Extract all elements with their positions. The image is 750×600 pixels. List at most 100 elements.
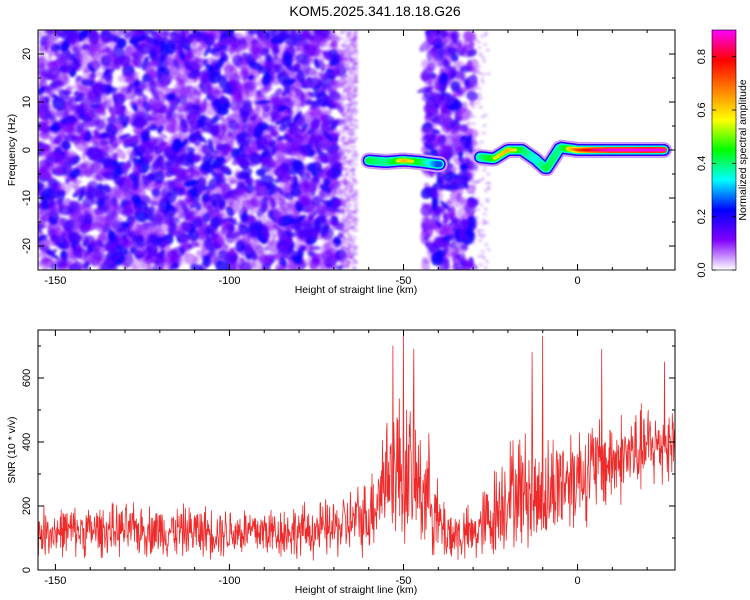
spectrogram-noise-speck: [471, 105, 476, 109]
spectrogram-noise-blob: [77, 106, 86, 115]
spectrogram-noise-blob: [183, 179, 199, 188]
spectrogram-noise-blob: [238, 189, 249, 203]
spectrogram-noise-blob: [83, 166, 92, 179]
spectrogram-noise-speck: [339, 71, 344, 75]
spectrogram-noise-blob: [72, 260, 78, 268]
spectrogram-noise-blob: [123, 111, 136, 125]
spectrogram-noise-blob: [153, 48, 164, 60]
spectrogram-noise-blob: [198, 73, 209, 89]
spectrogram-noise-speck: [480, 229, 485, 232]
spectrogram-noise-speck: [479, 140, 484, 144]
spectrogram-noise-blob: [118, 57, 125, 66]
spectrogram-noise-speck: [341, 131, 346, 135]
spectrogram-noise-blob: [224, 166, 230, 173]
spectrogram-noise-blob: [313, 33, 323, 43]
spectrogram-noise-speck: [351, 167, 356, 170]
spectrogram-noise-blob: [323, 30, 336, 43]
spectrogram-noise-speck: [484, 243, 489, 246]
spectrogram-noise-blob: [306, 214, 313, 221]
spectrogram-noise-blob: [118, 236, 129, 246]
spectrogram-noise-blob: [174, 115, 183, 132]
spectrogram-noise-blob: [173, 55, 181, 64]
spectrogram-noise-blob: [238, 120, 244, 129]
spectrogram-noise-speck: [346, 63, 350, 67]
spectrogram-noise-blob: [109, 262, 118, 270]
spectrogram-noise-blob: [93, 131, 102, 140]
spectrogram-noise-blob: [236, 181, 244, 189]
spectrogram-noise-blob: [211, 156, 225, 169]
spectrogram-noise-speck: [354, 52, 359, 56]
spectrogram-noise-blob: [306, 236, 314, 244]
spectrogram-noise-blob: [96, 33, 107, 47]
spectrogram-noise-blob: [163, 217, 180, 226]
spectrogram-noise-blob: [227, 217, 238, 226]
spectrogram-noise-blob: [161, 239, 171, 251]
spectrogram-noise-speck: [351, 41, 356, 45]
spectrogram-noise-blob: [241, 143, 254, 155]
colorbar: 0.0 0.2 0.4 0.6 0.8 Normalized spectral ampl…: [696, 29, 749, 278]
spectrogram-noise-blob: [56, 92, 69, 105]
spectrogram-noise-speck: [348, 145, 353, 149]
spectrogram-noise-blob: [82, 144, 91, 157]
spectrogram-noise-blob: [274, 87, 283, 97]
spectrogram-noise-blob: [263, 221, 276, 231]
colorbar-tick-label: 0.0: [696, 262, 708, 277]
spectrogram-noise-speck: [471, 81, 476, 85]
spectrogram-noise-blob: [300, 146, 311, 157]
spectrogram-noise-blob: [308, 92, 321, 98]
spectrogram-noise-blob: [319, 116, 329, 129]
spectrogram-noise-speck: [349, 84, 354, 88]
spectrogram-noise-blob: [203, 44, 212, 57]
spectrogram-noise-speck: [348, 237, 353, 241]
spectrogram-noise-blob: [111, 141, 118, 148]
spectrogram-noise-speck: [354, 71, 359, 75]
spectrogram-noise-blob: [61, 61, 71, 74]
spectrogram-noise-speck: [354, 62, 359, 66]
spectrogram-noise-speck: [350, 46, 355, 50]
colorbar-label: Normalized spectral amplitude: [737, 79, 749, 220]
spectrogram-noise-blob: [280, 115, 292, 128]
spectrogram-noise-blob: [263, 30, 277, 40]
spectrogram-noise-blob: [131, 194, 142, 205]
spectrogram-noise-blob: [172, 187, 186, 196]
spectrogram-noise-speck: [482, 212, 487, 216]
spectrogram-noise-blob: [160, 154, 170, 165]
spectrogram-noise-blob: [46, 249, 58, 256]
spectrogram-noise-speck: [353, 35, 358, 39]
spectrogram-noise-speck: [480, 34, 485, 38]
spectrogram-noise-blob: [310, 47, 321, 57]
spectrogram-noise-blob: [230, 260, 237, 270]
spectrogram-noise-speck: [351, 244, 356, 248]
spectrogram-noise-blob: [229, 42, 243, 50]
spectrogram-xtick-label: -100: [218, 275, 240, 287]
spectrogram-noise-speck: [481, 218, 486, 222]
spectrogram-noise-blob: [191, 218, 203, 229]
spectrogram-noise-speck: [353, 204, 358, 208]
spectrogram-noise-speck: [472, 144, 477, 148]
spectrogram-noise-blob: [214, 112, 225, 121]
spectrogram-noise-speck: [347, 149, 352, 153]
spectrogram-noise-blob: [260, 174, 275, 184]
spectrogram-noise-blob: [274, 185, 281, 199]
spectrogram-noise-blob: [148, 97, 158, 106]
spectrogram-noise-blob: [179, 151, 193, 160]
spectrogram-noise-blob: [90, 194, 101, 205]
spectrogram-noise-speck: [351, 199, 356, 203]
spectrogram-noise-blob: [256, 214, 267, 222]
spectrogram-noise-blob: [185, 85, 194, 101]
spectrogram-noise-blob: [81, 155, 87, 161]
spectrogram-noise-blob: [149, 162, 158, 173]
spectrogram-noise-blob: [123, 229, 134, 238]
spectrogram-noise-speck: [477, 46, 482, 50]
spectrogram-noise-blob: [88, 239, 102, 247]
spectrogram-noise-blob: [291, 159, 303, 171]
spectrogram-noise-blob: [221, 183, 232, 190]
spectrogram-noise-blob: [196, 223, 208, 241]
spectrogram-noise-speck: [342, 93, 347, 97]
spectrogram-noise-blob: [304, 99, 312, 106]
spectrogram-noise-blob: [194, 89, 202, 96]
spectrogram-noise-speck: [353, 188, 358, 192]
spectrogram-ytick-label: 0: [21, 147, 33, 153]
spectrogram-noise-blob: [81, 43, 90, 51]
